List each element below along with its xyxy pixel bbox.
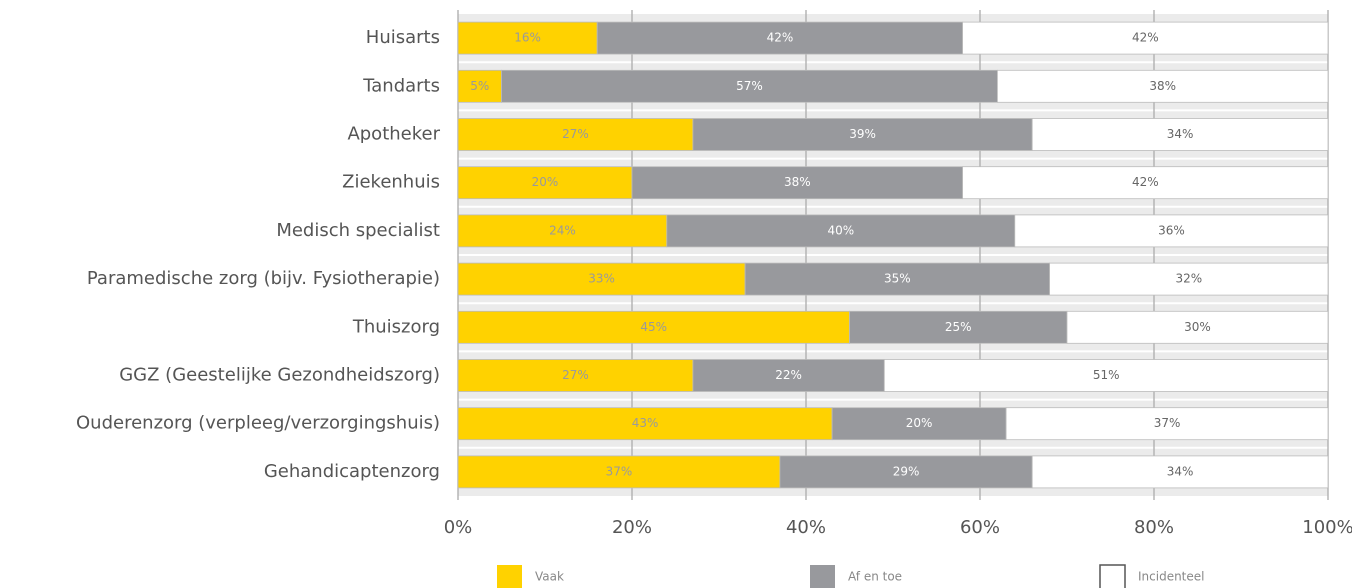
bar-segment [1031, 455, 1329, 489]
legend-swatch [497, 565, 522, 588]
bar-segment [596, 21, 964, 55]
bar-segment [831, 407, 1007, 441]
bar-segment [666, 214, 1016, 248]
value-label: 25% [945, 320, 972, 334]
x-tick-label: 0% [444, 517, 473, 538]
y-tick-label: Medisch specialist [276, 220, 440, 241]
bar-segment [962, 21, 1329, 55]
y-tick-label: Ouderenzorg (verpleeg/verzorgingshuis) [76, 413, 440, 434]
value-label: 57% [736, 79, 763, 93]
bar-segment [1005, 407, 1329, 441]
value-label: 36% [1158, 223, 1185, 237]
x-tick-label: 80% [1134, 517, 1174, 538]
value-label: 27% [562, 127, 589, 141]
bar-segment [457, 262, 746, 296]
x-tick-label: 20% [612, 517, 652, 538]
value-label: 51% [1093, 368, 1120, 382]
y-tick-label: Apotheker [347, 124, 440, 145]
bar-segment [779, 455, 1033, 489]
bar-segment [457, 166, 633, 200]
value-label: 34% [1167, 127, 1194, 141]
bar-segment [457, 21, 598, 55]
value-label: 37% [1154, 416, 1181, 430]
bar-segment [457, 69, 502, 103]
value-label: 24% [549, 223, 576, 237]
bar-segment [457, 407, 833, 441]
x-tick-label: 60% [960, 517, 1000, 538]
bar-segment [1014, 214, 1329, 248]
value-label: 16% [514, 31, 541, 45]
y-tick-label: Gehandicaptenzorg [264, 461, 440, 482]
x-tick-label: 40% [786, 517, 826, 538]
y-tick-label: Thuiszorg [352, 316, 440, 337]
bar-segment [744, 262, 1050, 296]
value-label: 45% [640, 320, 667, 334]
y-tick-label: Paramedische zorg (bijv. Fysiotherapie) [87, 268, 440, 289]
legend-swatch [1099, 564, 1126, 588]
value-label: 35% [884, 272, 911, 286]
value-label: 32% [1175, 272, 1202, 286]
bar-segment [457, 214, 668, 248]
value-label: 38% [1149, 79, 1176, 93]
y-tick-label: GGZ (Geestelijke Gezondheidszorg) [119, 365, 440, 386]
y-tick-label: Huisarts [366, 27, 440, 48]
legend-label: Af en toe [848, 570, 902, 584]
bar-segment [962, 166, 1329, 200]
value-label: 27% [562, 368, 589, 382]
value-label: 33% [588, 272, 615, 286]
bar-segment [692, 118, 1033, 151]
value-label: 42% [767, 31, 794, 45]
bar-segment [457, 359, 694, 392]
x-tick-label: 100% [1302, 517, 1352, 538]
bar-segment [1049, 262, 1329, 296]
value-label: 38% [784, 175, 811, 189]
bar-segment [1031, 118, 1329, 151]
legend-swatch [810, 565, 835, 588]
y-tick-label: Ziekenhuis [342, 172, 440, 193]
bar-segment [457, 310, 850, 344]
legend-label: Vaak [535, 570, 564, 584]
bar-segment [692, 359, 885, 392]
value-label: 5% [470, 79, 489, 93]
value-label: 37% [606, 464, 633, 478]
value-label: 34% [1167, 464, 1194, 478]
value-label: 39% [849, 127, 876, 141]
value-label: 42% [1132, 31, 1159, 45]
bar-segment [883, 359, 1329, 392]
bar-segment [1066, 310, 1329, 344]
value-label: 30% [1184, 320, 1211, 334]
value-label: 40% [827, 223, 854, 237]
bar-segment [849, 310, 1068, 344]
value-label: 43% [632, 416, 659, 430]
bar-segment [997, 69, 1329, 103]
value-label: 20% [532, 175, 559, 189]
value-label: 20% [906, 416, 933, 430]
value-label: 22% [775, 368, 802, 382]
value-label: 29% [893, 464, 920, 478]
value-label: 42% [1132, 175, 1159, 189]
y-tick-label: Tandarts [362, 75, 440, 96]
legend-label: Incidenteel [1138, 570, 1205, 584]
